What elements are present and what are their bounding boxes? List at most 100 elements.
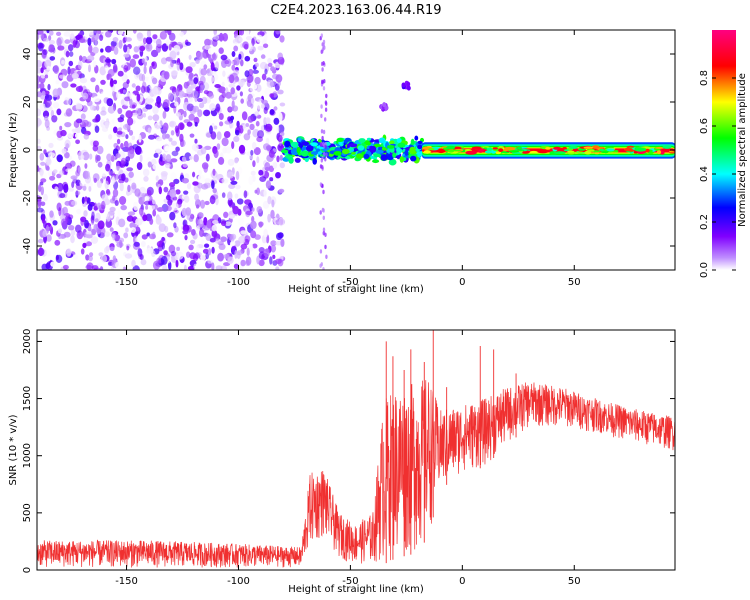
spectrogram-noise-blob (142, 214, 148, 222)
spectrogram-noise-blob (128, 129, 134, 136)
spectrogram-noise-blob (119, 196, 127, 205)
spectrogram-streak-blob (322, 39, 326, 45)
spectrogram-band-blob (356, 153, 364, 159)
spectrogram-noise-blob (280, 238, 285, 247)
spectrogram-noise-blob (198, 212, 204, 217)
spectrogram-noise-blob (259, 176, 267, 183)
spectrogram-noise-blob (116, 138, 121, 145)
spectrogram-noise-blob (274, 249, 281, 258)
spectrogram-noise-blob (136, 93, 141, 102)
spectrogram-noise-blob (255, 120, 260, 127)
spectrogram-noise-blob (169, 182, 176, 188)
spectrogram-feature-blob (406, 85, 411, 91)
spectrogram-noise-blob (100, 110, 107, 116)
spectrogram-streak-blob (322, 189, 325, 195)
spectrogram-noise-blob (56, 37, 62, 47)
spectrogram-noise-blob (59, 74, 66, 79)
spectrogram-noise-blob (152, 163, 159, 170)
spectrogram-noise-blob (96, 145, 104, 155)
spectrogram-noise-blob (226, 171, 234, 179)
spectrogram-band-blob (369, 145, 375, 153)
spectrogram-steady-band-blob (564, 149, 570, 152)
spectrogram-noise-blob (123, 140, 129, 148)
spectrogram-noise-blob (173, 222, 177, 229)
spectrogram-noise-blob (133, 241, 140, 247)
spectrogram-noise-blob (92, 144, 99, 152)
spectrogram-noise-blob (65, 143, 70, 149)
spectrogram-noise-blob (151, 198, 156, 205)
spectrogram-noise-blob (188, 54, 192, 60)
spectrogram-noise-blob (196, 51, 204, 60)
spectrogram-noise-blob (90, 77, 96, 83)
spectrogram-noise-blob (169, 189, 177, 198)
spectrogram-noise-blob (173, 178, 180, 185)
spectrogram-noise-blob (55, 79, 60, 85)
spectrogram-noise-blob (249, 243, 254, 252)
spectrogram-noise-blob (221, 91, 227, 99)
spectrogram-noise-blob (63, 231, 71, 238)
spectrogram-band-blob (312, 157, 318, 165)
spectrogram-noise-blob (120, 157, 127, 165)
spectrogram-noise-blob (187, 265, 195, 270)
spectrogram-noise-blob (94, 202, 97, 211)
spectrogram-noise-blob (267, 57, 272, 64)
spectrogram-noise-blob (105, 45, 112, 53)
spectrogram-noise-blob (236, 250, 243, 256)
spectrogram-noise-blob (263, 43, 269, 49)
spectrogram-noise-blob (220, 236, 228, 242)
spectrogram-noise-blob (115, 153, 121, 159)
spectrogram-noise-blob (236, 85, 241, 91)
spectrogram-noise-blob (143, 160, 147, 165)
spectrogram-noise-blob (171, 140, 177, 146)
spectrogram-noise-blob (51, 136, 57, 143)
spectrogram-steady-band-blob (498, 148, 504, 153)
spectrogram-noise-blob (244, 55, 251, 62)
spectrogram-noise-blob (175, 189, 181, 195)
spectrogram-noise-blob (95, 154, 99, 164)
spectrogram-noise-blob (175, 259, 179, 268)
spectrogram-streak-blob (322, 267, 325, 270)
spectrogram-noise-blob (158, 223, 166, 233)
spectrogram-noise-blob (69, 33, 75, 40)
spectrogram-noise-blob (269, 256, 273, 265)
spectrogram-noise-blob (140, 259, 147, 266)
spectrogram-noise-blob (70, 175, 78, 180)
spectrogram-streak-blob (322, 208, 325, 213)
spectrogram-noise-blob (235, 170, 240, 181)
spectrogram-band-blob (404, 149, 409, 156)
spectrogram-noise-blob (136, 162, 143, 170)
spectrogram-noise-blob (258, 247, 265, 253)
spectrogram-noise-blob (143, 176, 149, 182)
spectrogram-noise-blob (212, 39, 218, 47)
spectrogram-streak-blob (319, 182, 323, 187)
spectrogram-noise-blob (254, 76, 261, 85)
spectrogram-x-axis-label: Height of straight line (km) (288, 284, 424, 295)
spectrogram-streak-blob (325, 152, 328, 157)
spectrogram-noise-blob (37, 83, 41, 89)
spectrogram-streak-blob (320, 33, 323, 38)
spectrogram-noise-blob (231, 51, 236, 57)
spectrogram-noise-blob (127, 184, 131, 193)
spectrogram-noise-blob (252, 69, 259, 74)
spectrogram-noise-blob (178, 89, 185, 99)
spectrogram-noise-blob (269, 109, 275, 115)
spectrogram-noise-blob (68, 187, 75, 192)
spectrogram-noise-blob (170, 130, 175, 136)
spectrogram-noise-blob (120, 142, 124, 150)
spectrogram-noise-blob (245, 256, 252, 266)
spectrogram-noise-blob (64, 39, 71, 44)
spectrogram-noise-blob (96, 202, 102, 209)
spectrogram-noise-blob (117, 70, 124, 77)
spectrogram-noise-blob (124, 253, 133, 259)
spectrogram-noise-blob (48, 142, 54, 149)
spectrogram-steady-band-blob (516, 146, 522, 150)
spectrogram-noise-blob (129, 91, 133, 100)
spectrogram-noise-blob (186, 121, 193, 127)
spectrogram-noise-blob (100, 79, 106, 85)
spectrogram-band-blob (409, 146, 416, 154)
spectrogram-noise-blob (56, 108, 62, 116)
spectrogram-noise-blob (37, 200, 42, 209)
spectrogram-noise-blob (189, 133, 195, 138)
spectrogram-noise-blob (109, 120, 113, 129)
spectrogram-noise-blob (151, 49, 159, 58)
